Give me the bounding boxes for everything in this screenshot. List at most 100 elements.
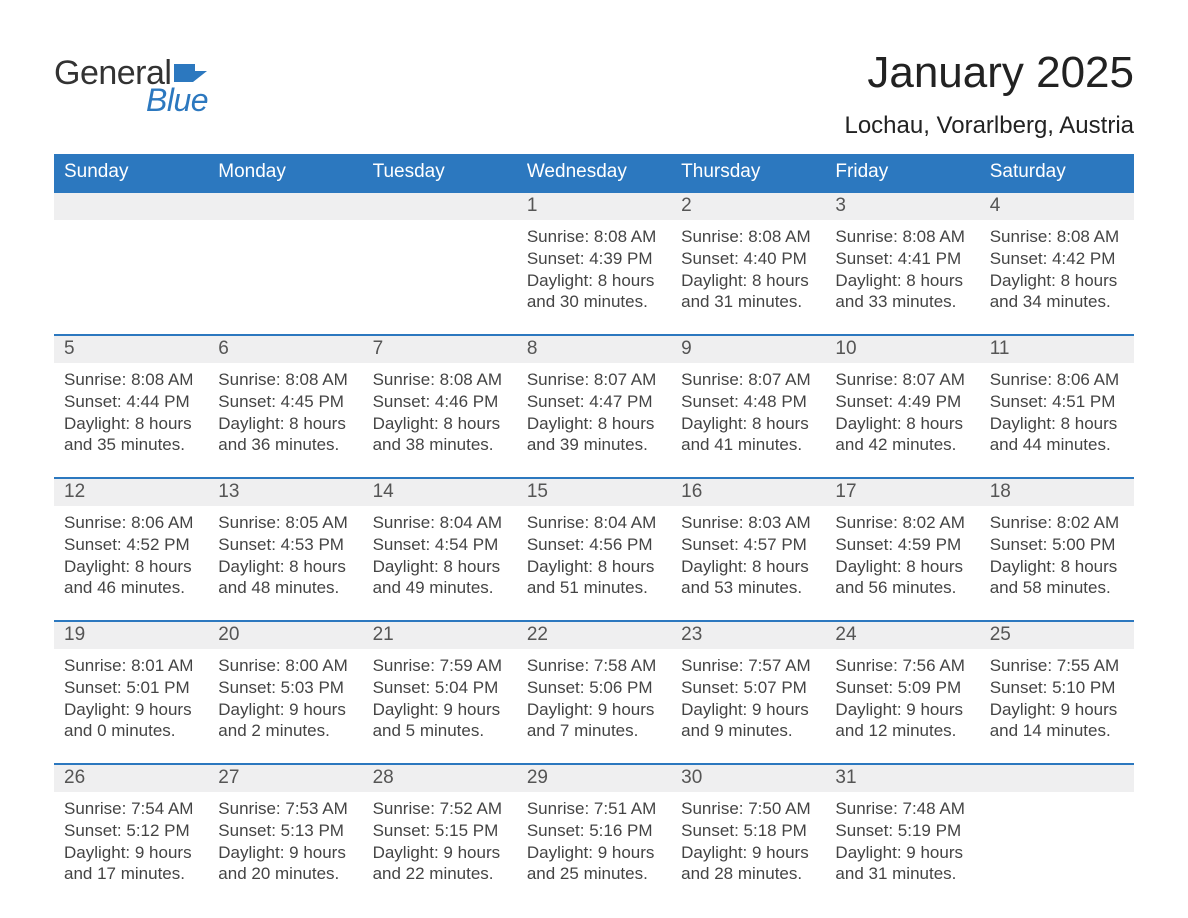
page-subtitle: Lochau, Vorarlberg, Austria [844,112,1134,140]
day-number: 6 [208,336,362,363]
day-number: 22 [517,622,671,649]
day-number: 5 [54,336,208,363]
daylight-text-2: and 20 minutes. [218,863,352,885]
day-cell: Sunrise: 8:03 AMSunset: 4:57 PMDaylight:… [671,506,825,602]
daylight-text-2: and 33 minutes. [835,291,969,313]
logo: General Blue [54,48,208,116]
day-cell: Sunrise: 7:50 AMSunset: 5:18 PMDaylight:… [671,792,825,888]
day-cell: Sunrise: 8:08 AMSunset: 4:39 PMDaylight:… [517,220,671,316]
daylight-text-1: Daylight: 9 hours [373,699,507,721]
daylight-text-1: Daylight: 9 hours [835,842,969,864]
sunrise-text: Sunrise: 8:07 AM [681,369,815,391]
day-number: 30 [671,765,825,792]
daylight-text-2: and 0 minutes. [64,720,198,742]
daylight-text-1: Daylight: 9 hours [681,699,815,721]
header: General Blue January 2025 Lochau, Vorarl… [54,48,1134,140]
sunset-text: Sunset: 5:09 PM [835,677,969,699]
day-cell: Sunrise: 8:04 AMSunset: 4:54 PMDaylight:… [363,506,517,602]
day-cell: Sunrise: 8:08 AMSunset: 4:45 PMDaylight:… [208,363,362,459]
daylight-text-2: and 46 minutes. [64,577,198,599]
sunset-text: Sunset: 5:07 PM [681,677,815,699]
day-number: 27 [208,765,362,792]
sunset-text: Sunset: 5:18 PM [681,820,815,842]
sunrise-text: Sunrise: 8:07 AM [835,369,969,391]
sunrise-text: Sunrise: 8:08 AM [373,369,507,391]
daylight-text-1: Daylight: 8 hours [373,413,507,435]
daylight-text-2: and 2 minutes. [218,720,352,742]
daylight-text-2: and 35 minutes. [64,434,198,456]
sunset-text: Sunset: 4:42 PM [990,248,1124,270]
daylight-text-1: Daylight: 9 hours [64,699,198,721]
day-number: 19 [54,622,208,649]
day-cell: Sunrise: 7:57 AMSunset: 5:07 PMDaylight:… [671,649,825,745]
day-number: 25 [980,622,1134,649]
daylight-text-2: and 28 minutes. [681,863,815,885]
day-number: 7 [363,336,517,363]
day-cell [208,220,362,316]
sunset-text: Sunset: 4:53 PM [218,534,352,556]
day-cell: Sunrise: 8:07 AMSunset: 4:47 PMDaylight:… [517,363,671,459]
day-cell [980,792,1134,888]
sunset-text: Sunset: 4:49 PM [835,391,969,413]
day-cell: Sunrise: 7:52 AMSunset: 5:15 PMDaylight:… [363,792,517,888]
daylight-text-2: and 31 minutes. [835,863,969,885]
daylight-text-2: and 9 minutes. [681,720,815,742]
sunrise-text: Sunrise: 8:03 AM [681,512,815,534]
sunset-text: Sunset: 5:10 PM [990,677,1124,699]
day-cell: Sunrise: 8:08 AMSunset: 4:44 PMDaylight:… [54,363,208,459]
daylight-text-2: and 51 minutes. [527,577,661,599]
daylight-text-1: Daylight: 8 hours [64,413,198,435]
sunset-text: Sunset: 4:59 PM [835,534,969,556]
daylight-text-2: and 12 minutes. [835,720,969,742]
day-cell: Sunrise: 7:58 AMSunset: 5:06 PMDaylight:… [517,649,671,745]
day-cell: Sunrise: 8:06 AMSunset: 4:51 PMDaylight:… [980,363,1134,459]
daylight-text-1: Daylight: 8 hours [835,270,969,292]
day-number: 4 [980,193,1134,220]
day-cell: Sunrise: 7:53 AMSunset: 5:13 PMDaylight:… [208,792,362,888]
day-cell: Sunrise: 7:59 AMSunset: 5:04 PMDaylight:… [363,649,517,745]
dow-saturday: Saturday [980,154,1134,191]
sunset-text: Sunset: 5:13 PM [218,820,352,842]
sunrise-text: Sunrise: 8:08 AM [64,369,198,391]
sunset-text: Sunset: 4:40 PM [681,248,815,270]
sunset-text: Sunset: 4:41 PM [835,248,969,270]
daylight-text-1: Daylight: 8 hours [218,556,352,578]
sunset-text: Sunset: 4:45 PM [218,391,352,413]
daylight-text-2: and 5 minutes. [373,720,507,742]
daylight-text-2: and 30 minutes. [527,291,661,313]
daynum-strip: 1234 [54,191,1134,220]
sunrise-text: Sunrise: 7:57 AM [681,655,815,677]
sunset-text: Sunset: 5:04 PM [373,677,507,699]
day-number: 10 [825,336,979,363]
daylight-text-2: and 25 minutes. [527,863,661,885]
day-number [208,193,362,220]
day-cell: Sunrise: 8:08 AMSunset: 4:42 PMDaylight:… [980,220,1134,316]
day-cell: Sunrise: 7:55 AMSunset: 5:10 PMDaylight:… [980,649,1134,745]
daylight-text-2: and 48 minutes. [218,577,352,599]
day-cell: Sunrise: 8:07 AMSunset: 4:48 PMDaylight:… [671,363,825,459]
day-number: 28 [363,765,517,792]
day-cell: Sunrise: 8:07 AMSunset: 4:49 PMDaylight:… [825,363,979,459]
daylight-text-2: and 36 minutes. [218,434,352,456]
daylight-text-1: Daylight: 8 hours [835,413,969,435]
daylight-text-2: and 34 minutes. [990,291,1124,313]
daylight-text-2: and 41 minutes. [681,434,815,456]
sunrise-text: Sunrise: 8:00 AM [218,655,352,677]
daylight-text-2: and 44 minutes. [990,434,1124,456]
sunrise-text: Sunrise: 8:08 AM [681,226,815,248]
logo-word-blue: Blue [146,84,208,116]
daylight-text-1: Daylight: 9 hours [681,842,815,864]
dow-monday: Monday [208,154,362,191]
day-cell: Sunrise: 7:54 AMSunset: 5:12 PMDaylight:… [54,792,208,888]
sunrise-text: Sunrise: 7:55 AM [990,655,1124,677]
week-row: 19202122232425Sunrise: 8:01 AMSunset: 5:… [54,620,1134,745]
sunrise-text: Sunrise: 7:56 AM [835,655,969,677]
day-number: 20 [208,622,362,649]
daylight-text-1: Daylight: 8 hours [681,413,815,435]
daylight-text-2: and 49 minutes. [373,577,507,599]
day-number: 1 [517,193,671,220]
day-number: 16 [671,479,825,506]
day-of-week-header: SundayMondayTuesdayWednesdayThursdayFrid… [54,154,1134,191]
dow-sunday: Sunday [54,154,208,191]
daylight-text-1: Daylight: 8 hours [681,270,815,292]
